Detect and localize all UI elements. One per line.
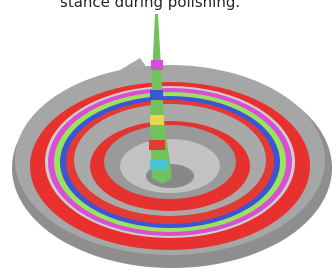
caption: stance during polishing.: [60, 0, 240, 11]
page: stance during polishing. (() => { const …: [0, 0, 336, 277]
figure: stance during polishing.: [0, 0, 336, 277]
surface-render: [12, 14, 332, 268]
